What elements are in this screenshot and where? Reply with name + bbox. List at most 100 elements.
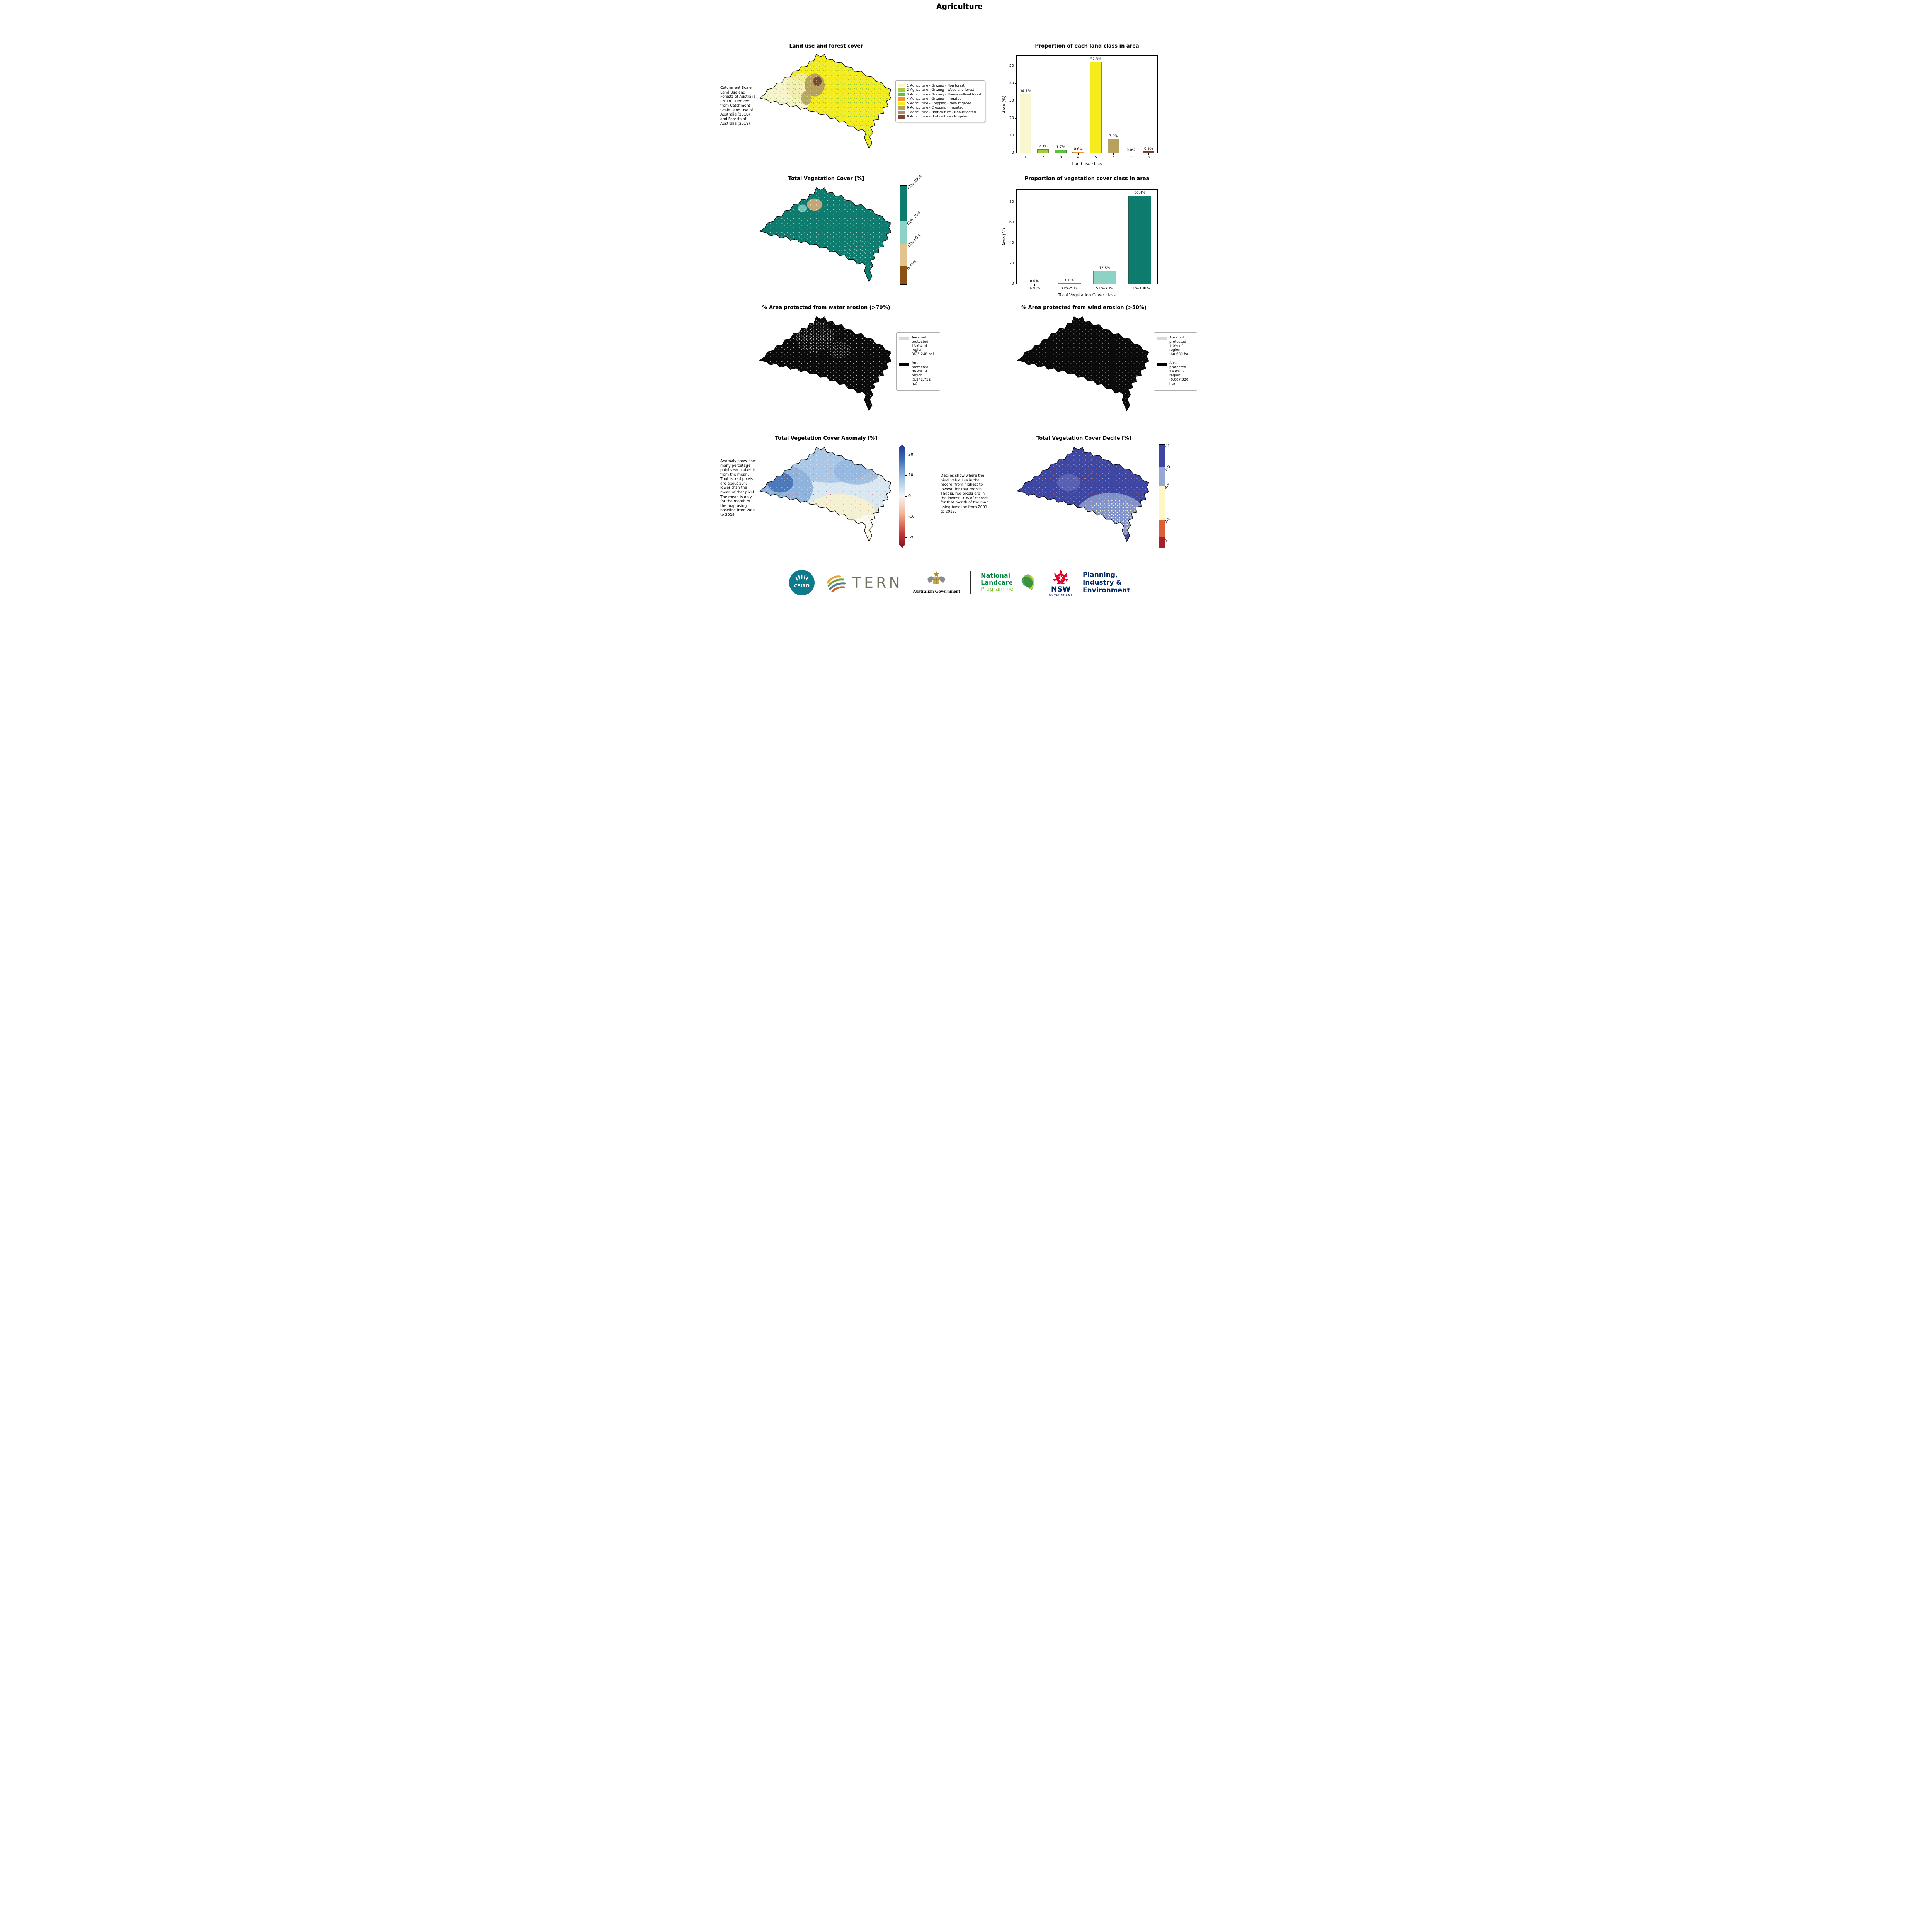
legend-label: Area protected 86.4% of region (5,242,75… xyxy=(912,361,931,386)
x-tick-label: 71%-100% xyxy=(1130,286,1150,291)
legend-label: Area protected 99.0% of region (6,007,32… xyxy=(1169,361,1189,386)
x-tick-label: 4 xyxy=(1077,155,1080,160)
y-tick-label: 50 xyxy=(1009,64,1014,68)
land-class-chart-title: Proportion of each land class in area xyxy=(1035,43,1139,49)
planning-text-line: Industry & xyxy=(1082,578,1122,587)
csiro-logo: CSIRO xyxy=(789,570,815,595)
legend-swatch xyxy=(898,106,905,110)
y-tick-label: 0 xyxy=(1011,151,1014,155)
y-tick-label: 20 xyxy=(1009,116,1014,120)
nsw-government-logo-block: NSW GOVERNMENT xyxy=(1049,569,1073,597)
logo-divider xyxy=(970,571,971,594)
land-class-chart-xlabel: Land use class xyxy=(1072,162,1102,167)
water-erosion-legend: Area not protected 13.6% of region (825,… xyxy=(896,332,940,391)
legend-swatch xyxy=(898,84,905,87)
landcare-text-line: Programme xyxy=(981,586,1014,593)
bar-6 xyxy=(1108,139,1119,153)
colorbar-segment xyxy=(1159,467,1165,486)
landcare-text-line: Landcare xyxy=(981,579,1013,587)
legend-swatch xyxy=(898,111,905,114)
bar-4 xyxy=(1072,152,1084,153)
landcare-leaf-logo xyxy=(1021,574,1035,590)
legend-label: 2 Agriculture - Grazing - Woodland fores… xyxy=(907,88,974,92)
bar-31%-50% xyxy=(1058,283,1081,284)
y-tick-label: 20 xyxy=(1009,261,1014,265)
legend-label: 3 Agriculture - Grazing - Non-woodland f… xyxy=(907,92,982,97)
landcare-logo-block: National Landcare Programme xyxy=(981,572,1039,594)
colorbar-tick-mark xyxy=(905,496,907,497)
colorbar-label: 51%-70% xyxy=(906,210,922,226)
colorbar-segment xyxy=(1159,520,1165,537)
legend-swatch xyxy=(898,97,905,101)
bar-value-label: 86.4% xyxy=(1134,190,1145,195)
csiro-wordmark: CSIRO xyxy=(794,583,810,588)
colorbar-segment xyxy=(900,186,907,221)
nsw-wordmark: NSW xyxy=(1051,585,1071,594)
anomaly-colorbar xyxy=(899,444,905,548)
y-tick-label: 40 xyxy=(1009,240,1014,245)
nsw-government-wordmark: GOVERNMENT xyxy=(1049,594,1073,597)
veg-cover-colorbar xyxy=(900,185,907,285)
x-tick-label: 31%-50% xyxy=(1060,286,1079,291)
y-tick-label: 60 xyxy=(1009,220,1014,224)
legend-swatch xyxy=(898,115,905,119)
bar-value-label: 0.8% xyxy=(1065,278,1074,282)
tern-logo-mark xyxy=(827,575,846,592)
x-tick-label: 0-30% xyxy=(1028,286,1040,291)
veg-cover-map xyxy=(759,187,891,282)
planning-text-line: Environment xyxy=(1082,587,1130,595)
legend-swatch xyxy=(899,362,909,366)
y-tick-label: 80 xyxy=(1009,199,1014,204)
x-tick-label: 6 xyxy=(1112,155,1115,160)
land-class-chart-ylabel: Area (%) xyxy=(1002,95,1007,113)
colorbar-tick-label: 0 xyxy=(908,494,911,498)
y-tick-label: 30 xyxy=(1009,99,1014,103)
page-title: Agriculture xyxy=(936,2,983,11)
colorbar-segment xyxy=(1159,537,1165,548)
legend-item: 6 Agriculture - Cropping - Irrigated xyxy=(898,106,982,110)
bar-71%-100% xyxy=(1128,195,1152,284)
report-page: Agriculture Land use and forest cover Ca… xyxy=(720,0,1199,617)
legend-label: Area not protected 13.6% of region (825,… xyxy=(912,336,934,357)
colorbar-tick-mark xyxy=(905,475,907,476)
veg-cover-map-title: Total Vegetation Cover [%] xyxy=(788,176,864,182)
bar-value-label: 12.8% xyxy=(1099,266,1110,270)
legend-label: 1 Agriculture - Grazing - Non forest xyxy=(907,83,965,88)
bar-51%-70% xyxy=(1093,271,1116,284)
land-use-map xyxy=(759,54,891,149)
land-class-bar-chart: 0 10 20 30 40 50 34.1% 1 2.3% 2 1.7% 3 0.6% 4 52.5% 5 7.… xyxy=(1009,55,1158,160)
veg-class-chart-xlabel: Total Vegetation Cover class xyxy=(1058,293,1116,298)
legend-label: 7 Agriculture - Horticulture - Non-irrig… xyxy=(907,110,976,114)
bar-5 xyxy=(1090,61,1102,153)
colorbar-tick-label: -20 xyxy=(908,535,915,539)
y-tick-label: 0 xyxy=(1011,282,1014,286)
wind-erosion-legend: Area not protected 1.0% of region (60,68… xyxy=(1154,332,1197,391)
legend-item: Area not protected 1.0% of region (60,68… xyxy=(1157,336,1194,357)
planning-text-line: Planning, xyxy=(1082,571,1118,579)
colorbar-tick-label: 10 xyxy=(908,473,914,477)
csiro-logo-block: CSIRO xyxy=(789,570,815,595)
land-use-legend: 1 Agriculture - Grazing - Non forest 2 A… xyxy=(895,80,985,122)
bar-value-label: 0.0% xyxy=(1126,148,1136,152)
x-tick-label: 5 xyxy=(1094,155,1097,160)
land-use-source-text: Catchment Scale Land Use and Forests of … xyxy=(720,86,756,126)
anomaly-explainer-text: Anomaly show how many percetage points e… xyxy=(720,459,756,517)
bar-3 xyxy=(1055,150,1067,153)
colorbar-segment xyxy=(900,244,907,266)
x-tick-label: 7 xyxy=(1130,155,1132,160)
legend-label: 6 Agriculture - Cropping - Irrigated xyxy=(907,106,964,110)
bar-value-label: 1.7% xyxy=(1056,145,1065,150)
legend-item: 7 Agriculture - Horticulture - Non-irrig… xyxy=(898,111,982,114)
bar-value-label: 52.5% xyxy=(1090,57,1102,61)
decile-map xyxy=(1017,447,1149,542)
legend-item: 3 Agriculture - Grazing - Non-woodland f… xyxy=(898,93,982,97)
planning-industry-environment-logo-block: Planning, Industry & Environment xyxy=(1083,571,1130,594)
colorbar-segment xyxy=(900,266,907,284)
legend-item: 1 Agriculture - Grazing - Non forest xyxy=(898,84,982,88)
water-erosion-map-title: % Area protected from water erosion (>70… xyxy=(762,305,890,311)
legend-item: 5 Agriculture - Cropping - Non-irrigated xyxy=(898,102,982,105)
anomaly-map xyxy=(759,447,891,542)
colorbar-tick-mark xyxy=(905,537,907,538)
x-tick-mark xyxy=(1078,153,1079,155)
legend-label: Area not protected 1.0% of region (60,68… xyxy=(1169,336,1190,357)
